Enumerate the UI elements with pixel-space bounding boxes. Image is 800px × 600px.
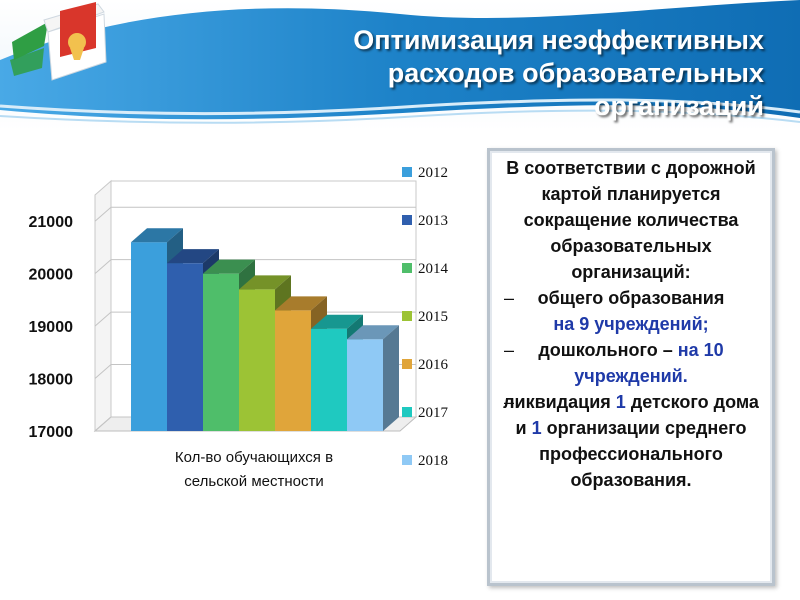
x-axis-label: сельской местности [184, 473, 323, 490]
legend-swatch-2013 [402, 215, 412, 225]
bar-2014 [203, 273, 239, 431]
bar-2012 [131, 242, 167, 431]
bar-chart: 17000 18000 19000 20000 21000 Кол-во обучающи… [0, 140, 480, 600]
title-line-1: Оптимизация неэффективных [353, 25, 764, 55]
legend-label-2013: 2013 [418, 213, 448, 229]
y-tick-label: 18000 [29, 372, 74, 389]
item1-text: общего образования [537, 288, 725, 308]
bar-2017 [311, 328, 347, 431]
bar-top-2014 [203, 259, 255, 274]
bar-top-2017 [311, 314, 363, 329]
item3-num-a: 1 [615, 392, 626, 412]
legend-swatch-2012 [402, 167, 412, 177]
legend-swatch-2014 [402, 263, 412, 273]
item3-text-a: ликвидация [503, 392, 611, 412]
legend-swatch-2017 [402, 407, 412, 417]
bar-2013 [167, 263, 203, 431]
bar-2016 [275, 310, 311, 431]
item2-text: дошкольного – [538, 340, 673, 360]
panel-item-liquidation: – ликвидация 1 детского дома и 1 организ… [496, 389, 766, 493]
bar-top-2015 [239, 275, 291, 290]
header-band: Оптимизация неэффективных расходов образ… [0, 0, 800, 130]
item3-text-c: организации среднего профессионального о… [539, 418, 747, 490]
item3-text-b: детского дома и [515, 392, 759, 438]
y-tick-label: 17000 [29, 424, 74, 441]
bar-top-2018 [347, 325, 399, 340]
gridline [94, 259, 416, 275]
legend-label-2018: 2018 [418, 453, 448, 469]
info-panel: В соответствии с дорожной картой планиру… [487, 148, 775, 586]
legend-swatch-2018 [402, 455, 412, 465]
legend-label-2016: 2016 [418, 357, 449, 373]
dash-2: – [504, 340, 515, 360]
legend-swatch-2015 [402, 311, 412, 321]
item1-highlight: на 9 учреждений; [553, 314, 709, 334]
legend-label-2012: 2012 [418, 165, 448, 181]
y-tick-label: 19000 [29, 319, 74, 336]
panel-item-general-education: – общего образования на 9 учреждений; [496, 285, 766, 337]
panel-intro: В соответствии с дорожной картой планиру… [506, 158, 756, 282]
y-tick-label: 21000 [29, 214, 74, 231]
item2-highlight: на 10 учреждений. [574, 340, 724, 386]
title-line-2: расходов образовательных [387, 58, 764, 88]
legend-label-2017: 2017 [418, 405, 449, 421]
bar-top-2013 [167, 249, 219, 264]
item3-num-b: 1 [531, 418, 542, 438]
x-axis-label: Кол-во обучающихся в [175, 449, 333, 466]
bar-chart-svg: 17000 18000 19000 20000 21000 Кол-во обучающи… [29, 165, 449, 490]
panel-item-preschool: – дошкольного – на 10 учреждений. [496, 337, 766, 389]
legend-label-2014: 2014 [418, 261, 449, 277]
bar-2015 [239, 289, 275, 431]
bar-top-2016 [275, 296, 327, 311]
header-swoosh [0, 0, 800, 124]
page-title: Оптимизация неэффективных расходов образ… [244, 24, 764, 123]
title-line-3: организаций [593, 91, 764, 121]
y-tick-label: 20000 [29, 267, 74, 284]
info-panel-text: В соответствии с дорожной картой планиру… [496, 155, 766, 493]
legend-swatch-2016 [402, 359, 412, 369]
gridline [94, 206, 416, 222]
dash-3: – [504, 392, 515, 412]
bar-side-2018 [383, 325, 399, 431]
bar-2018 [347, 339, 383, 431]
emblem-icon [10, 2, 107, 81]
bar-top-2012 [131, 228, 183, 243]
dash-1: – [504, 288, 515, 308]
legend-label-2015: 2015 [418, 309, 448, 325]
